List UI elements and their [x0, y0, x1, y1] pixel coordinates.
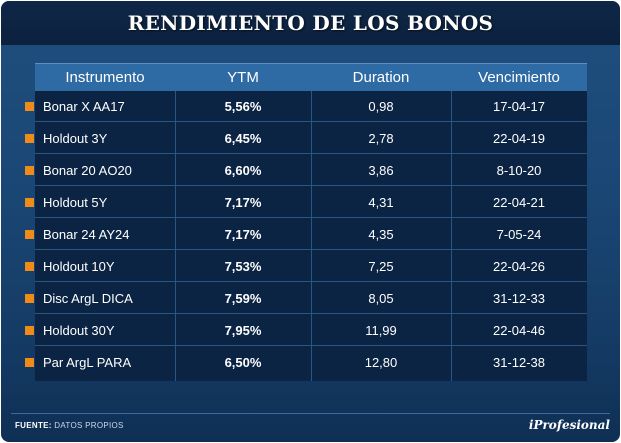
row-bullet-icon [25, 230, 34, 239]
chart-title: RENDIMIENTO DE LOS BONOS [127, 11, 494, 35]
cell-duration: 8,05 [368, 291, 394, 306]
table-row: Holdout 5Y 7,17% 4,31 22-04-21 [35, 187, 587, 218]
cell-maturity: 7-05-24 [496, 227, 542, 242]
cell-maturity: 31-12-38 [492, 355, 546, 370]
cell-instrument: Par ArgL PARA [43, 355, 132, 370]
source-text: DATOS PROPIOS [54, 421, 124, 430]
title-bar: RENDIMIENTO DE LOS BONOS [1, 1, 620, 45]
cell-duration: 11,99 [365, 323, 397, 338]
cell-duration: 4,31 [368, 195, 394, 210]
cell-instrument: Holdout 5Y [43, 195, 108, 210]
cell-instrument: Bonar 20 AO20 [43, 163, 132, 178]
column-header-maturity: Vencimiento [478, 69, 560, 86]
cell-duration: 0,98 [368, 99, 394, 114]
row-bullet-icon [25, 134, 34, 143]
cell-ytm: 6,60% [224, 163, 262, 178]
table-row: Bonar X AA17 5,56% 0,98 17-04-17 [35, 91, 587, 122]
row-bullet-icon [25, 102, 34, 111]
table-row: Par ArgL PARA 6,50% 12,80 31-12-38 [35, 347, 587, 378]
cell-duration: 4,35 [368, 227, 394, 242]
cell-ytm: 6,45% [224, 131, 262, 146]
table-row: Bonar 20 AO20 6,60% 3,86 8-10-20 [35, 155, 587, 186]
cell-ytm: 7,59% [224, 291, 262, 306]
footer-divider [11, 413, 610, 414]
column-header-instrument: Instrumento [65, 69, 145, 86]
cell-ytm: 7,17% [224, 227, 262, 242]
cell-maturity: 22-04-21 [492, 195, 546, 210]
cell-ytm: 7,95% [224, 323, 262, 338]
row-bullet-icon [25, 358, 34, 367]
table-row: Bonar 24 AY24 7,17% 4,35 7-05-24 [35, 219, 587, 250]
cell-instrument: Holdout 30Y [43, 323, 115, 338]
table-row: Holdout 30Y 7,95% 11,99 22-04-46 [35, 315, 587, 346]
cell-instrument: Holdout 10Y [43, 259, 115, 274]
cell-instrument: Disc ArgL DICA [43, 291, 133, 306]
row-bullet-icon [25, 294, 34, 303]
cell-ytm: 7,53% [224, 259, 262, 274]
bond-yield-table: Instrumento YTM Duration Vencimiento Bonar … [35, 63, 587, 381]
cell-duration: 7,25 [368, 259, 394, 274]
source-note: FUENTE: DATOS PROPIOS [15, 421, 124, 430]
cell-instrument: Holdout 3Y [43, 131, 108, 146]
table-header: Instrumento YTM Duration Vencimiento [35, 63, 587, 91]
brand-logo: iProfesional [528, 418, 610, 432]
table-row: Holdout 10Y 7,53% 7,25 22-04-26 [35, 251, 587, 282]
table-row: Disc ArgL DICA 7,59% 8,05 31-12-33 [35, 283, 587, 314]
cell-duration: 2,78 [368, 131, 394, 146]
column-separator [451, 91, 452, 381]
cell-maturity: 22-04-19 [492, 131, 546, 146]
column-header-ytm: YTM [227, 69, 259, 86]
cell-ytm: 5,56% [224, 99, 262, 114]
cell-ytm: 7,17% [224, 195, 262, 210]
table-row: Holdout 3Y 6,45% 2,78 22-04-19 [35, 123, 587, 154]
cell-maturity: 17-04-17 [492, 99, 546, 114]
table-body: Bonar X AA17 5,56% 0,98 17-04-17 Holdout 3Y 6… [35, 91, 587, 381]
cell-maturity: 8-10-20 [496, 163, 542, 178]
column-separator [311, 91, 312, 381]
cell-maturity: 31-12-33 [492, 291, 546, 306]
cell-instrument: Bonar X AA17 [43, 99, 125, 114]
row-bullet-icon [25, 166, 34, 175]
cell-duration: 3,86 [368, 163, 394, 178]
cell-duration: 12,80 [364, 355, 398, 370]
row-bullet-icon [25, 326, 34, 335]
row-bullet-icon [25, 198, 34, 207]
cell-ytm: 6,50% [224, 355, 262, 370]
column-header-duration: Duration [352, 69, 410, 86]
cell-maturity: 22-04-46 [492, 323, 546, 338]
row-bullet-icon [25, 262, 34, 271]
cell-instrument: Bonar 24 AY24 [43, 227, 130, 242]
cell-maturity: 22-04-26 [492, 259, 546, 274]
column-separator [175, 91, 176, 381]
source-label: FUENTE: [15, 421, 52, 430]
